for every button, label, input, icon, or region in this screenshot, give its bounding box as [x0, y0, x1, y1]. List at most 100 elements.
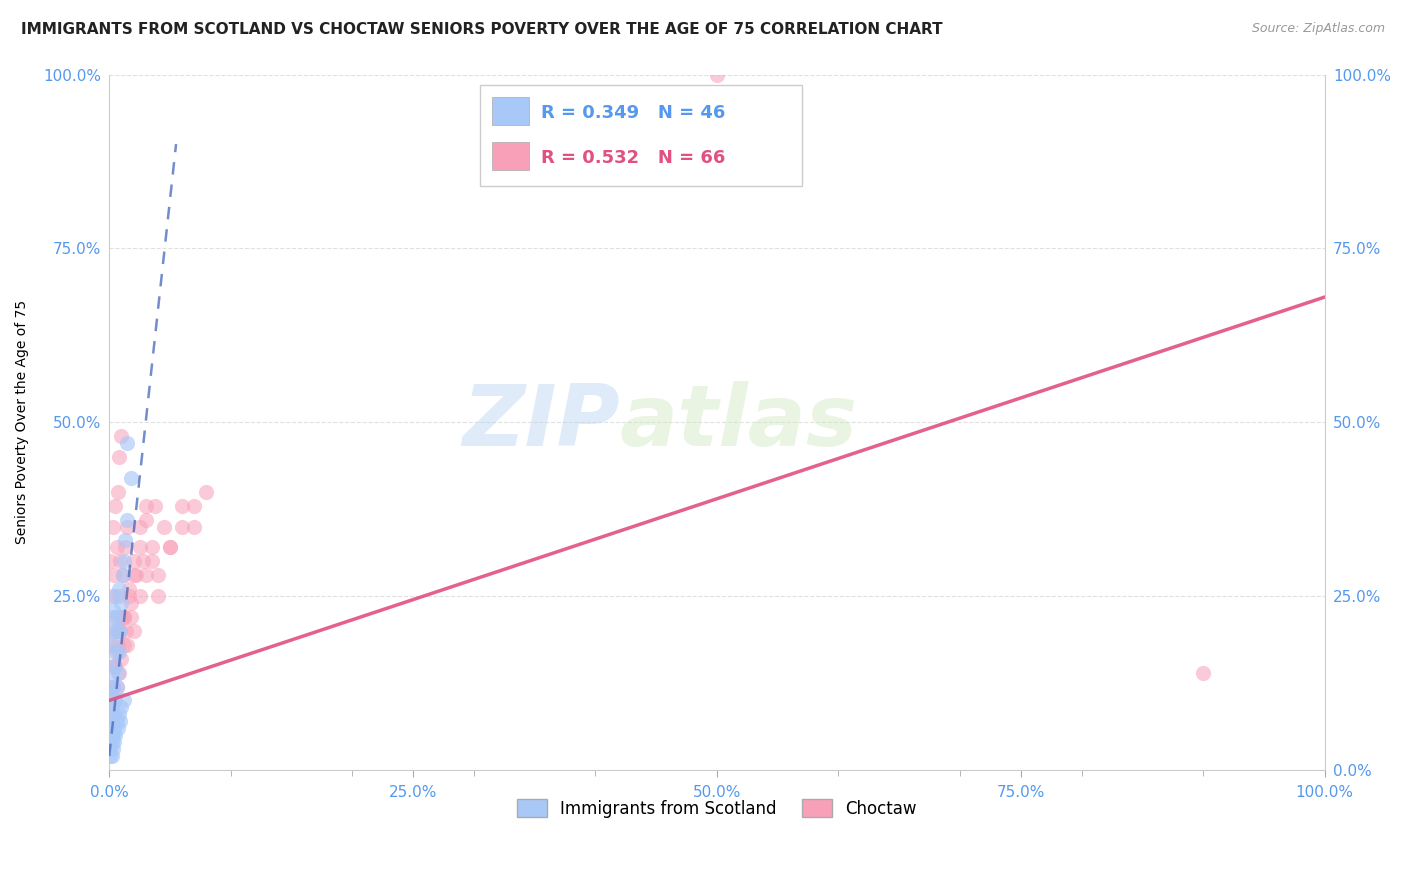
- Point: [112, 638, 135, 652]
- Point: [105, 645, 128, 659]
- Point: [103, 610, 125, 624]
- Point: [195, 484, 218, 499]
- Point: [100, 638, 122, 652]
- Point: [100, 735, 122, 749]
- Point: [135, 513, 157, 527]
- Point: [159, 541, 181, 555]
- Point: [103, 658, 125, 673]
- Point: [105, 624, 128, 638]
- Point: [128, 589, 150, 603]
- Point: [100, 742, 122, 756]
- Point: [101, 721, 124, 735]
- Point: [100, 735, 122, 749]
- Point: [146, 589, 169, 603]
- Point: [105, 714, 128, 729]
- Point: [110, 429, 132, 443]
- Point: [104, 645, 127, 659]
- Point: [107, 624, 129, 638]
- FancyBboxPatch shape: [479, 85, 801, 186]
- Point: [100, 665, 122, 680]
- Point: [117, 519, 139, 533]
- Point: [100, 624, 122, 638]
- Point: [101, 680, 124, 694]
- Point: [107, 484, 129, 499]
- Point: [104, 728, 127, 742]
- Point: [101, 680, 124, 694]
- Text: IMMIGRANTS FROM SCOTLAND VS CHOCTAW SENIORS POVERTY OVER THE AGE OF 75 CORRELATI: IMMIGRANTS FROM SCOTLAND VS CHOCTAW SENI…: [21, 22, 942, 37]
- Text: Source: ZipAtlas.com: Source: ZipAtlas.com: [1251, 22, 1385, 36]
- Point: [104, 499, 127, 513]
- Point: [103, 693, 125, 707]
- Point: [108, 624, 131, 638]
- Point: [108, 707, 131, 722]
- Point: [141, 541, 163, 555]
- Point: [183, 499, 205, 513]
- Point: [108, 582, 131, 597]
- Point: [103, 707, 125, 722]
- Point: [110, 651, 132, 665]
- Point: [105, 541, 128, 555]
- Point: [120, 596, 142, 610]
- Point: [111, 568, 134, 582]
- Text: ZIP: ZIP: [463, 381, 620, 464]
- Point: [101, 728, 124, 742]
- Point: [117, 436, 139, 450]
- Point: [100, 749, 122, 764]
- Text: atlas: atlas: [620, 381, 858, 464]
- Point: [103, 568, 125, 582]
- Point: [183, 519, 205, 533]
- Point: [111, 568, 134, 582]
- Point: [141, 554, 163, 568]
- Point: [101, 624, 124, 638]
- Point: [122, 554, 145, 568]
- Point: [108, 589, 131, 603]
- Point: [107, 610, 129, 624]
- Point: [101, 519, 124, 533]
- Point: [101, 603, 124, 617]
- Point: [112, 693, 135, 707]
- Point: [159, 541, 181, 555]
- Point: [135, 499, 157, 513]
- Point: [112, 610, 135, 624]
- Point: [101, 742, 124, 756]
- Point: [100, 707, 122, 722]
- Point: [104, 658, 127, 673]
- Point: [108, 624, 131, 638]
- Point: [122, 568, 145, 582]
- Point: [110, 610, 132, 624]
- Point: [706, 68, 728, 82]
- Point: [128, 519, 150, 533]
- Point: [146, 568, 169, 582]
- Point: [107, 665, 129, 680]
- Point: [122, 624, 145, 638]
- Point: [108, 714, 131, 729]
- Point: [125, 568, 148, 582]
- Point: [100, 728, 122, 742]
- Text: R = 0.349   N = 46: R = 0.349 N = 46: [541, 104, 725, 122]
- Point: [110, 596, 132, 610]
- Point: [105, 680, 128, 694]
- Point: [132, 554, 155, 568]
- Point: [101, 638, 124, 652]
- Point: [104, 693, 127, 707]
- Point: [104, 610, 127, 624]
- Point: [108, 665, 131, 680]
- Point: [117, 513, 139, 527]
- Point: [112, 554, 135, 568]
- Point: [118, 582, 141, 597]
- Point: [108, 450, 131, 464]
- Point: [110, 700, 132, 714]
- Point: [135, 568, 157, 582]
- Point: [107, 638, 129, 652]
- Point: [118, 589, 141, 603]
- Point: [153, 519, 176, 533]
- Point: [128, 541, 150, 555]
- Point: [103, 735, 125, 749]
- Text: R = 0.532   N = 66: R = 0.532 N = 66: [541, 149, 725, 167]
- Point: [114, 533, 136, 548]
- Legend: Immigrants from Scotland, Choctaw: Immigrants from Scotland, Choctaw: [510, 793, 924, 824]
- Point: [145, 499, 167, 513]
- Bar: [492, 142, 529, 169]
- Point: [100, 714, 122, 729]
- Point: [120, 610, 142, 624]
